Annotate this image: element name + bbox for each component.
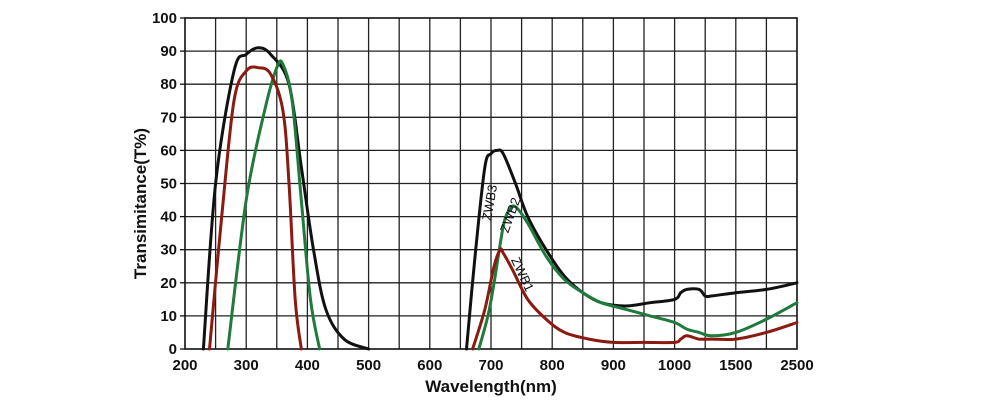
y-tick-label: 10 [160,308,177,325]
series-line-zwb3 [201,46,371,351]
x-tick-label: 500 [356,357,381,374]
y-tick-label: 100 [152,10,177,27]
x-tick-label: 700 [478,357,503,374]
y-tick-label: 40 [160,209,177,226]
curve-label-zwb1: ZWB1 [508,255,537,294]
y-tick-label: 30 [160,242,177,259]
series-line-zwb1 [471,247,799,351]
y-tick-label: 90 [160,43,177,60]
x-tick-label: 900 [601,357,626,374]
x-tick-label: 400 [295,357,320,374]
curve-label-zwb2: ZWB2 [497,196,523,235]
x-tick-label: 1000 [658,357,691,374]
curve-label-zwb3: ZWB3 [479,183,500,221]
x-tick-labels: 200 300 400 500 600 700 800 900 1000 1500 2500 [172,357,813,374]
y-tick-label: 20 [160,275,177,292]
series-line-zwb2 [226,59,322,351]
y-axis-title: Transimitance(T%) [131,128,150,279]
y-tick-label: 60 [160,142,177,159]
x-tick-label: 300 [234,357,259,374]
y-tick-label: 80 [160,76,177,93]
series-line-zwb2 [477,204,799,351]
y-tick-label: 70 [160,109,177,126]
x-tick-label: 600 [417,357,442,374]
x-tick-label: 1500 [719,357,752,374]
y-tick-labels: 0 10 20 30 40 50 60 70 80 90 100 [152,10,185,358]
series-line-zwb1 [208,65,303,351]
x-axis-title: Wavelength(nm) [425,377,557,396]
x-tick-label: 2500 [780,357,813,374]
chart-curves [201,46,799,351]
y-tick-label: 50 [160,176,177,193]
chart-grid [185,18,797,349]
x-tick-label: 800 [540,357,565,374]
x-tick-label: 200 [172,357,197,374]
y-tick-label: 0 [169,341,177,358]
